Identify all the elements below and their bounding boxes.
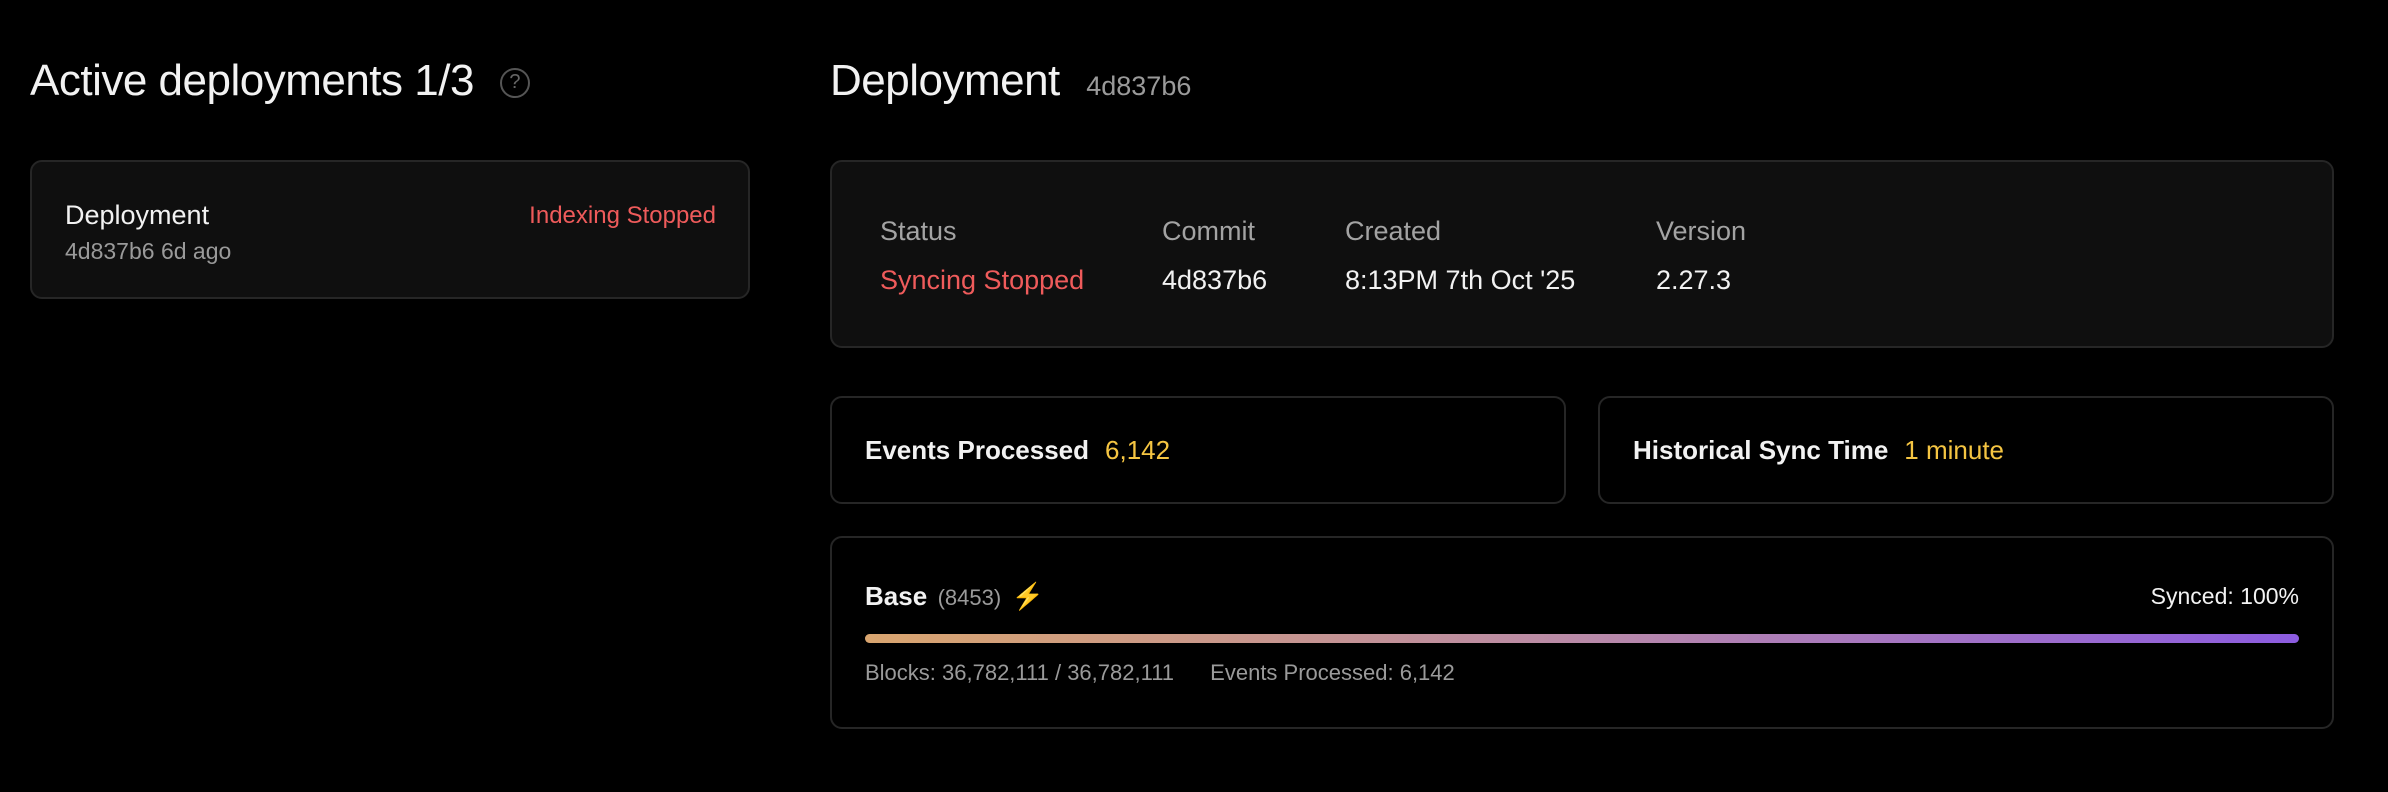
deployment-heading: Deployment 4d837b6 [830, 56, 1191, 106]
info-commit: Commit 4d837b6 [1162, 216, 1267, 296]
active-deployments-heading: Active deployments 1/3 ? [30, 56, 530, 106]
info-version: Version 2.27.3 [1656, 216, 1746, 296]
sync-progress-fill [865, 634, 2299, 643]
deployment-meta: 4d837b6 6d ago [65, 238, 231, 265]
lightning-icon: ⚡ [1011, 581, 1045, 611]
events-stat: Events Processed: 6,142 [1210, 660, 1455, 685]
deployment-list-item[interactable]: Deployment 4d837b6 6d ago Indexing Stopp… [30, 160, 750, 299]
info-status: Status Syncing Stopped [880, 216, 1084, 296]
status-badge: Indexing Stopped [529, 202, 716, 229]
question-circle-icon[interactable]: ? [499, 68, 530, 99]
events-label: Events Processed [865, 434, 1090, 465]
deployment-name: Deployment [65, 200, 210, 230]
chain-name: Base [865, 581, 928, 611]
info-label: Version [1656, 216, 1747, 246]
sync-time-card: Historical Sync Time 1 minute [1598, 396, 2334, 504]
deployment-info-card: Status Syncing Stopped Commit 4d837b6 Crea… [830, 160, 2334, 348]
sync-time-label: Historical Sync Time [1633, 434, 1889, 465]
info-value: Syncing Stopped [880, 265, 1085, 295]
info-value: 4d837b6 [1162, 265, 1268, 295]
deployment-count: 1/3 [414, 56, 474, 105]
blocks-stat: Blocks: 36,782,111 / 36,782,111 [865, 660, 1175, 685]
page-title: Active deployments [30, 56, 403, 105]
info-label: Commit [1162, 216, 1255, 246]
info-label: Status [880, 216, 957, 246]
chain-stats: Blocks: 36,782,111 / 36,782,111 Events P… [865, 660, 1455, 686]
sync-time-value: 1 minute [1904, 434, 2005, 465]
deployment-commit: 4d837b6 [65, 238, 155, 264]
synced-label: Synced: 100% [2150, 583, 2299, 609]
deployment-commit-hash: 4d837b6 [1086, 71, 1192, 101]
events-processed-card: Events Processed 6,142 [830, 396, 1566, 504]
chain-header: Base (8453) ⚡ [865, 581, 1044, 612]
info-value: 8:13PM 7th Oct '25 [1345, 265, 1576, 295]
sync-progress-bar [865, 634, 2299, 643]
chain-card: Base (8453) ⚡ Synced: 100% Blocks: 36,78… [830, 536, 2334, 729]
deployment-age: 6d ago [160, 238, 232, 264]
events-value: 6,142 [1105, 434, 1171, 465]
info-created: Created 8:13PM 7th Oct '25 [1345, 216, 1575, 296]
info-label: Created [1345, 216, 1442, 246]
deployment-title: Deployment [830, 56, 1060, 105]
info-value: 2.27.3 [1656, 265, 1732, 295]
chain-id: (8453) [937, 585, 1002, 610]
